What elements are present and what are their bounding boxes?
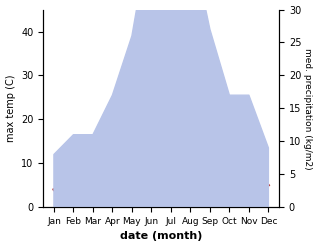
Y-axis label: max temp (C): max temp (C): [5, 75, 16, 142]
X-axis label: date (month): date (month): [120, 231, 202, 242]
Y-axis label: med. precipitation (kg/m2): med. precipitation (kg/m2): [303, 48, 313, 169]
